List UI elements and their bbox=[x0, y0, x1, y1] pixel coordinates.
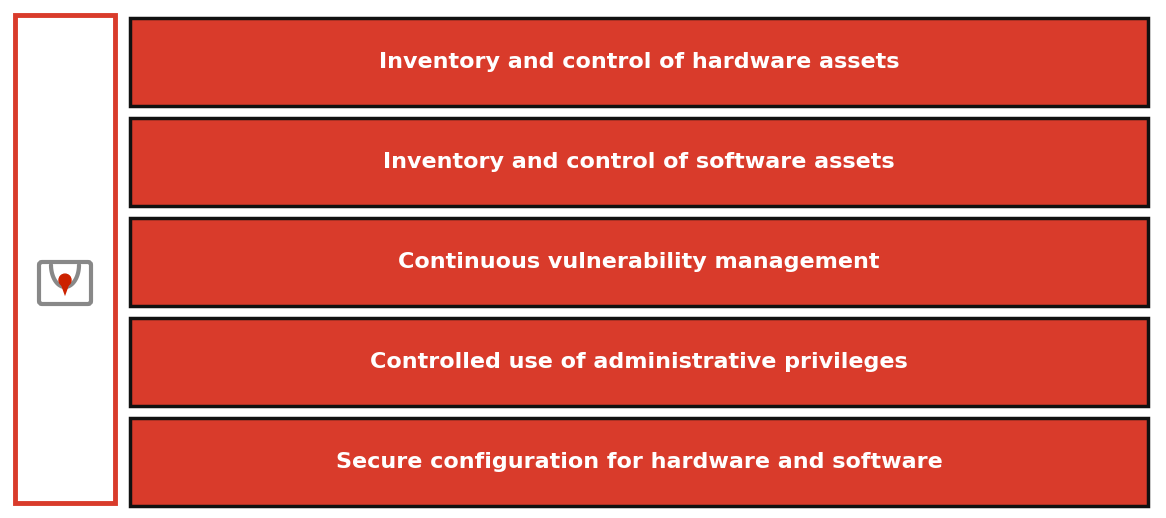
Bar bbox=[129, 118, 1149, 206]
Text: Continuous vulnerability management: Continuous vulnerability management bbox=[399, 252, 880, 272]
Bar bbox=[129, 318, 1149, 406]
Text: Controlled use of administrative privileges: Controlled use of administrative privile… bbox=[370, 352, 908, 372]
Text: Secure configuration for hardware and software: Secure configuration for hardware and so… bbox=[336, 452, 942, 472]
Text: Inventory and control of software assets: Inventory and control of software assets bbox=[384, 152, 894, 172]
Bar bbox=[129, 418, 1149, 506]
Circle shape bbox=[59, 274, 71, 286]
Polygon shape bbox=[61, 285, 69, 296]
Bar bbox=[15, 15, 115, 503]
Bar bbox=[129, 218, 1149, 306]
Bar bbox=[129, 18, 1149, 106]
Text: Inventory and control of hardware assets: Inventory and control of hardware assets bbox=[379, 52, 899, 72]
